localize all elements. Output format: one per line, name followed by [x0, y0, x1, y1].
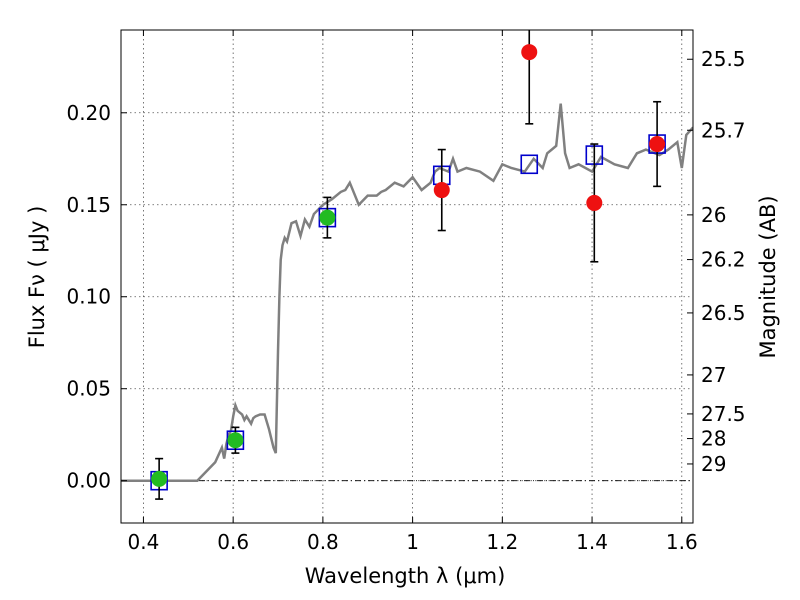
magnitude-tick-label: 25.7 [701, 118, 746, 142]
y-tick-label: 0.15 [66, 193, 111, 217]
magnitude-tick-label: 28 [701, 427, 726, 451]
magnitude-tick-label: 27 [701, 363, 726, 387]
x-tick-label: 0.6 [217, 530, 249, 554]
data-point [521, 44, 538, 61]
magnitude-tick-label: 27.5 [701, 402, 746, 426]
x-tick-label: 0.8 [307, 530, 339, 554]
data-point [227, 432, 244, 449]
magnitude-tick-label: 29 [701, 452, 726, 476]
data-point [649, 136, 666, 153]
data-point [433, 182, 450, 199]
magnitude-tick-label: 25.5 [701, 47, 746, 71]
y-tick-label: 0.00 [66, 469, 111, 493]
y-axis-ticks: 0.00 0.05 0.10 0.15 0.20 [66, 101, 127, 493]
plot-frame [120, 29, 694, 524]
x-axis-title: Wavelength λ (μm) [305, 564, 506, 588]
y-axis-title: Flux Fν ( μJy ) [25, 206, 49, 349]
x-tick-label: 1 [406, 530, 419, 554]
observed-points [151, 44, 666, 487]
data-point [151, 470, 168, 487]
y-tick-label: 0.10 [66, 285, 111, 309]
x-tick-label: 0.4 [128, 530, 160, 554]
x-tick-label: 1.4 [576, 530, 608, 554]
plot-background [121, 30, 693, 523]
model-photometry-box [520, 154, 539, 175]
magnitude-tick-label: 26 [701, 203, 726, 227]
magnitude-axis-title: Magnitude (AB) [756, 195, 780, 358]
model-spectrum-line [121, 103, 693, 482]
data-point [319, 209, 336, 226]
x-tick-label: 1.2 [486, 530, 518, 554]
magnitude-tick-label: 26.5 [701, 301, 746, 325]
data-point [586, 194, 603, 211]
y-tick-label: 0.20 [66, 101, 111, 125]
magnitude-tick-label: 26.2 [701, 248, 746, 272]
y-tick-label: 0.05 [66, 377, 111, 401]
x-tick-label: 1.6 [666, 530, 698, 554]
x-axis-ticks: 0.4 0.6 0.8 1 1.2 1.4 1.6 [128, 30, 698, 554]
